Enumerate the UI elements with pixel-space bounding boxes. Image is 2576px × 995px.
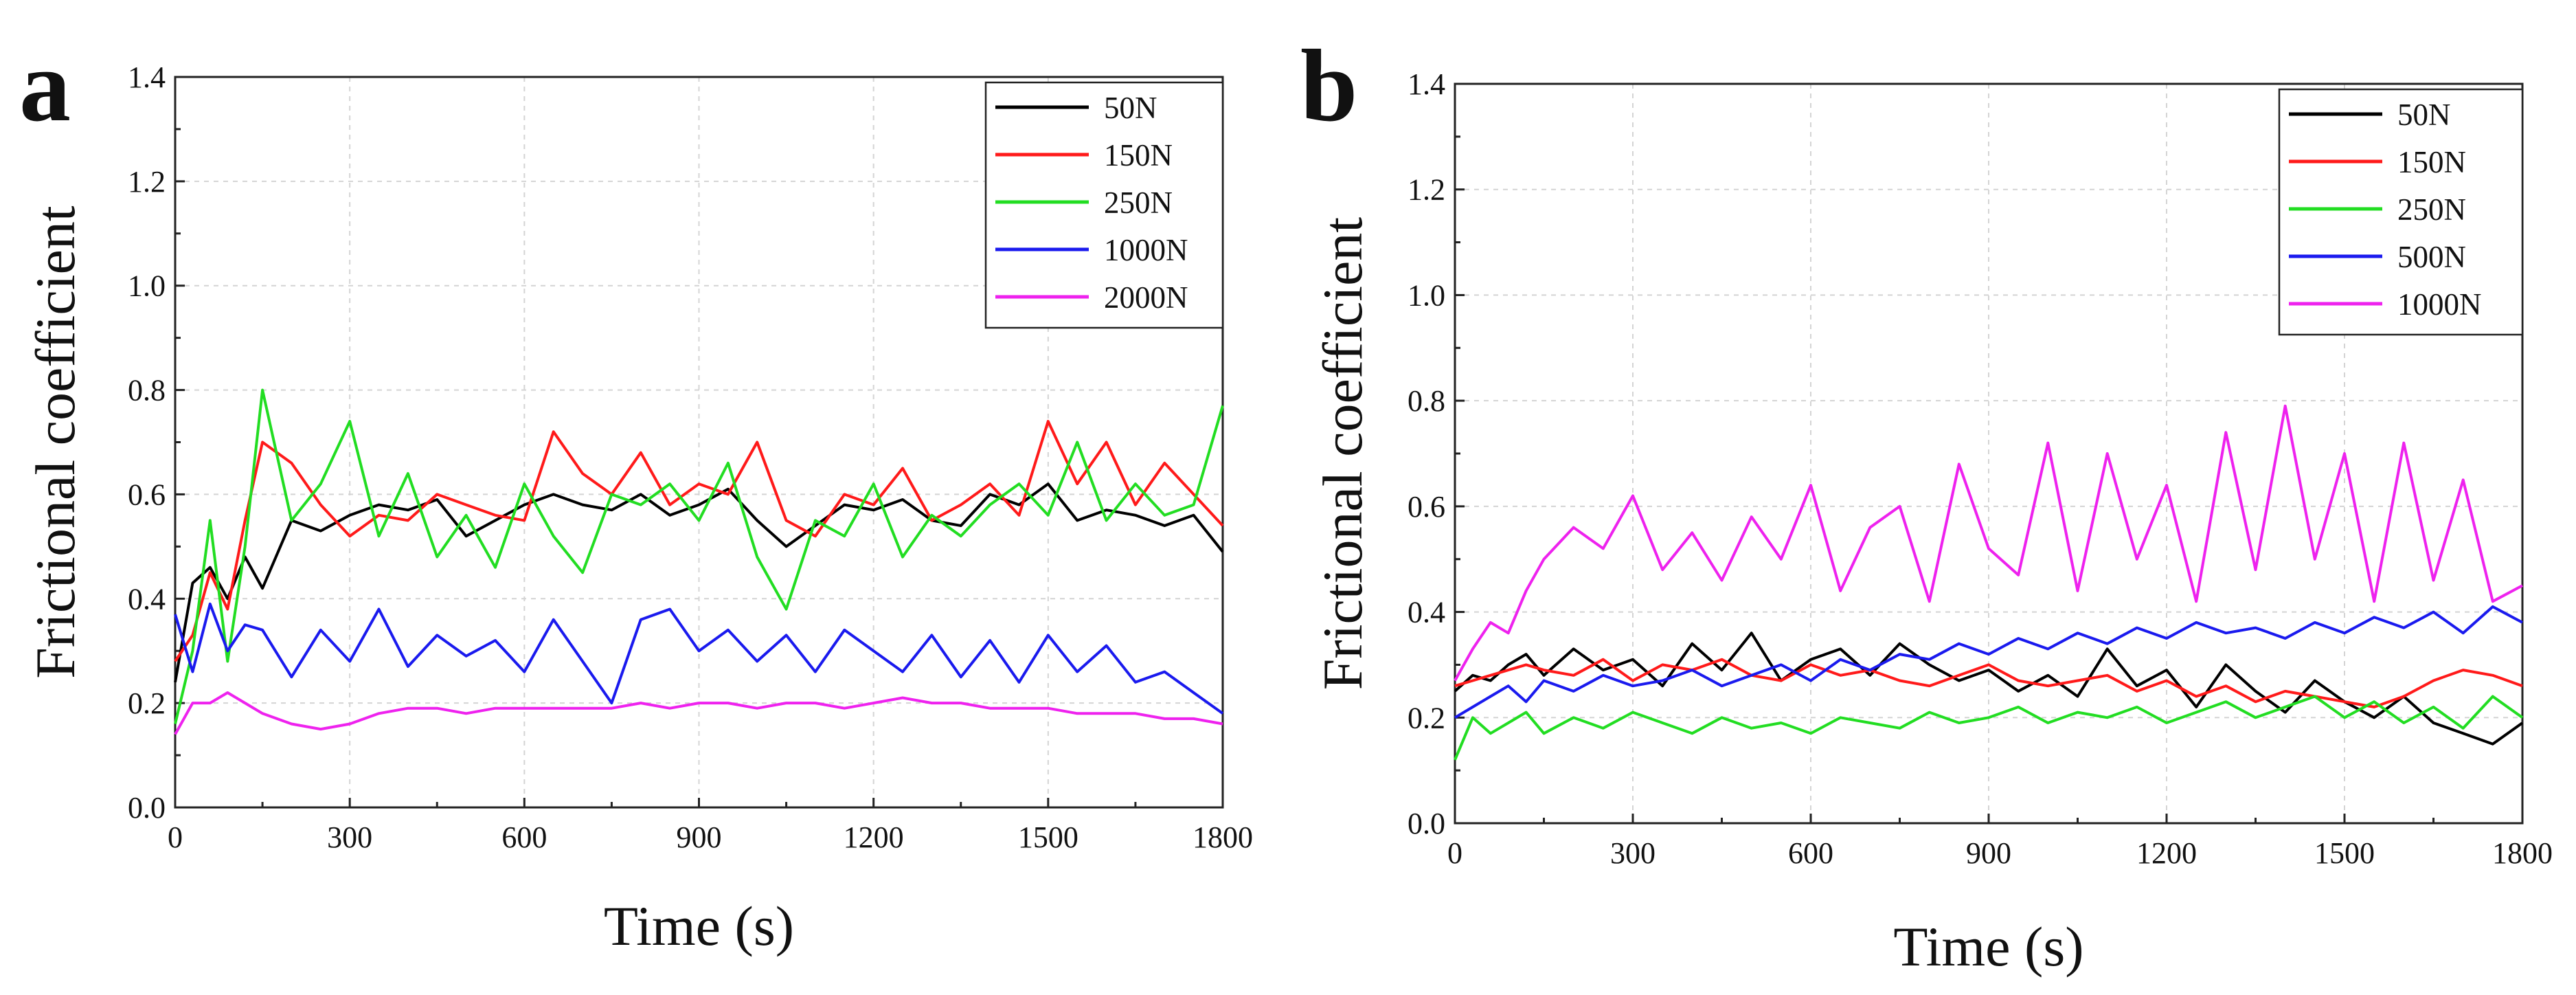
x-tick-label: 600 [1788, 836, 1833, 870]
legend-label: 1000N [1104, 233, 1188, 267]
x-tick-label: 900 [677, 820, 722, 854]
y-tick-label: 0.8 [128, 374, 166, 407]
y-tick-label: 0.4 [1408, 596, 1445, 629]
y-tick-label: 0.0 [128, 791, 166, 825]
x-tick-label: 1200 [2136, 836, 2197, 870]
y-tick-label: 0.6 [128, 478, 166, 511]
x-tick-label: 1800 [1193, 820, 1253, 854]
y-tick-label: 1.4 [128, 60, 166, 94]
legend-label: 2000N [1104, 280, 1188, 315]
series-line-250N [174, 388, 1224, 724]
panel-b: b 0 300 600 900 1200 1500 1800 0.0 0.2 0.4 0.6 0.8 1.… [1300, 29, 2553, 978]
x-tick-label: 0 [168, 820, 183, 854]
y-tick-label: 0.0 [1408, 807, 1445, 840]
legend-box [2278, 88, 2524, 336]
series-line-2000N [174, 691, 1223, 735]
x-tick-label: 600 [501, 820, 547, 854]
legend-label: 250N [1104, 186, 1173, 220]
y-tick-label: 1.4 [1408, 67, 1445, 101]
legend-box [984, 81, 1224, 329]
y-tick-label: 0.4 [128, 582, 166, 616]
legend-label: 1000N [2397, 287, 2482, 322]
panel-label: a [19, 29, 71, 143]
y-tick-label: 1.2 [128, 165, 166, 199]
legend-label: 50N [2397, 98, 2451, 132]
x-tick-label: 300 [1610, 836, 1656, 870]
y-tick-label: 1.0 [1408, 278, 1445, 312]
x-tick-label: 300 [327, 820, 372, 854]
y-tick-label: 1.2 [1408, 173, 1445, 207]
x-axis-title: Time (s) [1893, 915, 2083, 978]
y-axis-title: Frictional coefficient [24, 205, 87, 679]
x-axis-title: Time (s) [604, 895, 794, 957]
series-line-1000N [174, 602, 1224, 715]
series-line-150N [1454, 658, 2523, 708]
legend-label: 250N [2397, 192, 2466, 227]
x-tick-label: 1500 [1018, 820, 1078, 854]
y-tick-label: 0.8 [1408, 384, 1445, 418]
x-tick-label: 1200 [844, 820, 904, 854]
legend-label: 150N [1104, 138, 1173, 172]
series-line-1000N [1454, 404, 2523, 682]
x-tick-label: 1500 [2314, 836, 2375, 870]
y-tick-label: 0.2 [1408, 701, 1445, 735]
legend-label: 50N [1104, 91, 1157, 125]
panel-label: b [1300, 29, 1357, 143]
series-line-150N [174, 420, 1224, 662]
y-tick-label: 1.0 [128, 269, 166, 303]
x-tick-label: 0 [1447, 836, 1462, 870]
x-tick-label: 1800 [2492, 836, 2553, 870]
y-tick-label: 0.6 [1408, 490, 1445, 524]
y-tick-label: 0.2 [128, 686, 166, 720]
series-line-500N [1454, 605, 2523, 719]
y-axis-title: Frictional coefficient [1311, 217, 1374, 691]
panel-a: a 0 300 600 900 1200 1500 1800 0.0 0.2 0.4 0.6 0.8 1.… [19, 29, 1253, 957]
series-line-50N [174, 482, 1224, 683]
x-tick-label: 900 [1966, 836, 2011, 870]
legend-label: 150N [2397, 145, 2466, 179]
legend-label: 500N [2397, 240, 2466, 274]
series-line-250N [1454, 695, 2524, 761]
series-line-50N [1454, 631, 2524, 746]
